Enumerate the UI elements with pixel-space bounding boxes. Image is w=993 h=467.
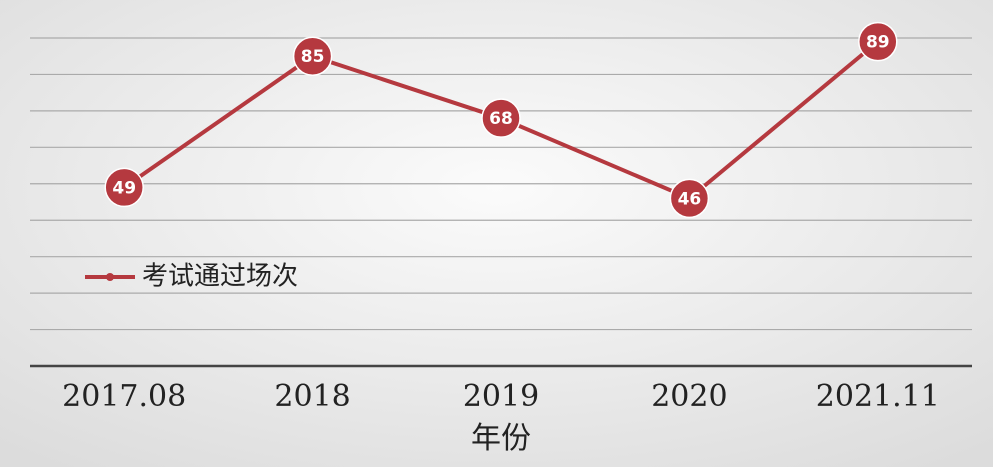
data-point [481, 98, 521, 138]
x-axis-title: 年份 [471, 421, 531, 456]
data-point [104, 167, 144, 208]
data-label: 85 [301, 47, 325, 67]
legend-label: 考试通过场次 [142, 262, 298, 292]
x-tick-label: 2019 [463, 379, 539, 414]
data-label: 49 [112, 178, 136, 198]
data-label: 68 [489, 109, 513, 129]
x-tick-label: 2018 [274, 379, 350, 414]
data-point [292, 36, 333, 76]
data-label: 89 [866, 33, 890, 53]
x-tick-label: 2021.11 [816, 379, 940, 414]
data-label: 46 [678, 189, 702, 209]
data-point [858, 21, 898, 62]
data-point [669, 178, 710, 219]
legend-marker [106, 273, 114, 281]
x-tick-label: 2017.08 [62, 379, 186, 414]
x-tick-label: 2020 [651, 379, 727, 414]
